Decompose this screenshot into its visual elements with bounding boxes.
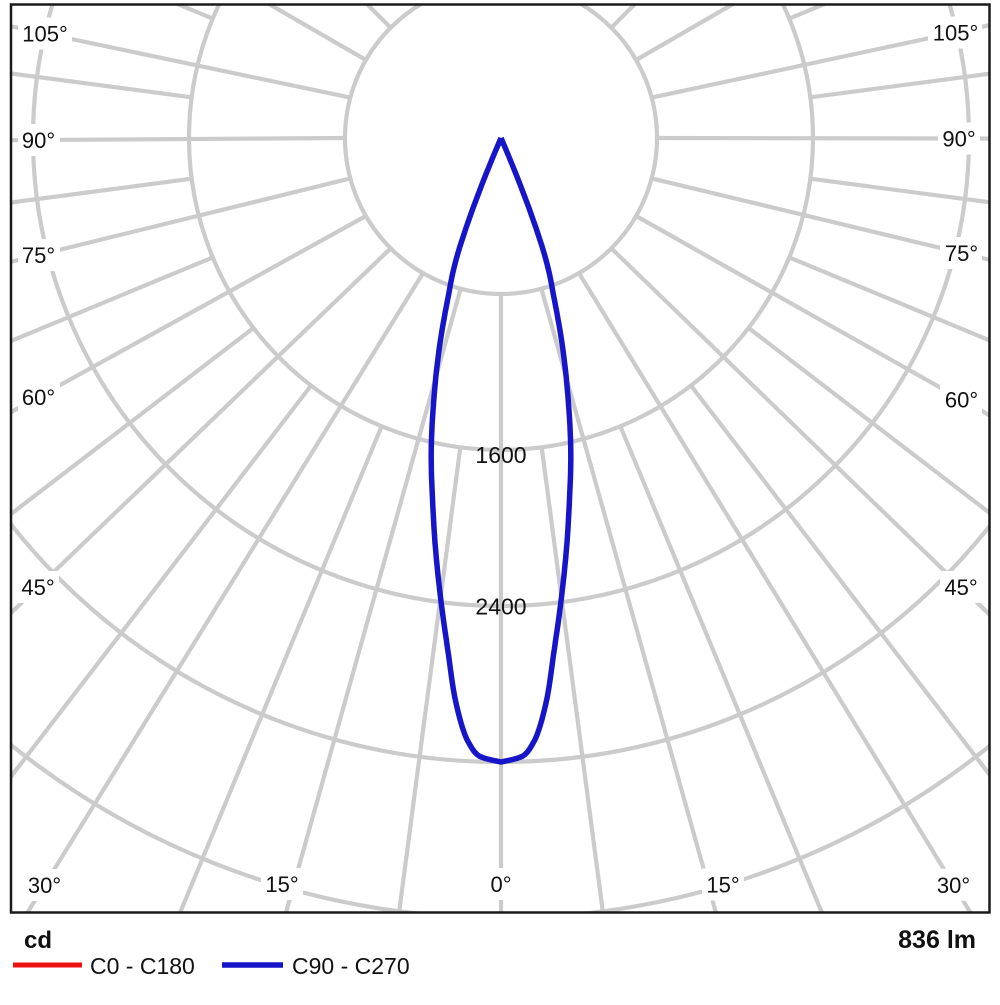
svg-text:cd: cd — [24, 927, 52, 954]
svg-text:836 lm: 836 lm — [898, 926, 976, 954]
svg-text:75°: 75° — [22, 243, 55, 268]
svg-text:105°: 105° — [22, 22, 68, 47]
svg-text:C90 - C270: C90 - C270 — [292, 953, 410, 979]
svg-text:C0 - C180: C0 - C180 — [90, 953, 195, 979]
svg-text:2400: 2400 — [475, 594, 526, 620]
svg-text:90°: 90° — [942, 127, 975, 152]
svg-text:90°: 90° — [22, 128, 55, 153]
svg-text:60°: 60° — [22, 385, 55, 410]
svg-text:1600: 1600 — [475, 442, 526, 468]
svg-text:45°: 45° — [944, 575, 977, 600]
svg-text:30°: 30° — [28, 873, 61, 898]
svg-text:105°: 105° — [933, 21, 979, 46]
svg-text:60°: 60° — [945, 388, 978, 413]
svg-text:15°: 15° — [706, 873, 739, 898]
svg-text:75°: 75° — [945, 241, 978, 266]
svg-text:15°: 15° — [265, 872, 298, 897]
svg-text:0°: 0° — [490, 872, 511, 897]
svg-text:45°: 45° — [21, 575, 54, 600]
svg-text:30°: 30° — [937, 873, 970, 898]
